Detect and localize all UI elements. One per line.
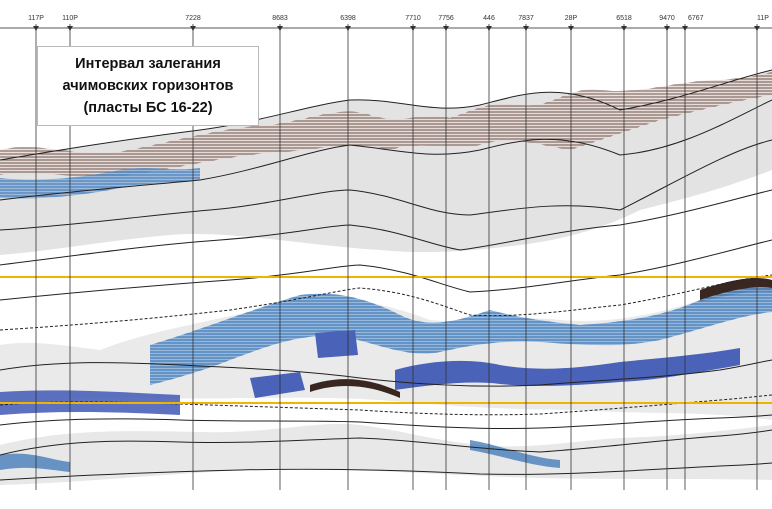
sand-lens-1 (250, 372, 305, 398)
well-9470: 9470 (659, 15, 675, 490)
well-7837: 7837 (518, 15, 534, 490)
well-label: 7228 (185, 15, 201, 22)
well-label: 28P (565, 15, 578, 22)
title-line-1: Интервал залегания (75, 56, 221, 72)
well-7710: 7710 (405, 15, 421, 490)
sand-body-upper-left (0, 168, 200, 199)
title-line-3: (пласты БС 16-22) (83, 100, 213, 116)
well-6767: 6767 (682, 15, 704, 490)
well-6398: 6398 (340, 15, 356, 490)
well-label: 8683 (272, 15, 288, 22)
sand-lens-2 (315, 330, 358, 358)
sand-lens-6 (470, 440, 560, 468)
sand-main-body (150, 287, 772, 385)
well-28P: 28P (565, 15, 578, 490)
lower-gray-fill (0, 423, 772, 485)
sand-lens-3 (395, 348, 740, 390)
well-label: 7710 (405, 15, 421, 22)
well-label: 7837 (518, 15, 534, 22)
well-446: 446 (483, 15, 495, 490)
well-label: 446 (483, 15, 495, 22)
well-label: 11P (757, 15, 769, 22)
well-label: 9470 (659, 15, 675, 22)
interval-title-box: Интервал залегания ачимовских горизонтов… (37, 46, 259, 126)
title-line-2: ачимовских горизонтов (62, 78, 234, 94)
well-7756: 7756 (438, 15, 454, 490)
shale-band-mid (310, 379, 400, 398)
well-label: 117P (28, 15, 44, 22)
well-label: 6398 (340, 15, 356, 22)
well-117P: 117P (28, 15, 44, 490)
well-11P: 11P (754, 15, 769, 490)
well-label: 7756 (438, 15, 454, 22)
well-6518: 6518 (616, 15, 632, 490)
well-label: 110P (62, 15, 78, 22)
sand-lens-5 (0, 453, 70, 472)
well-8683: 8683 (272, 15, 288, 490)
well-label: 6767 (688, 15, 704, 22)
well-label: 6518 (616, 15, 632, 22)
